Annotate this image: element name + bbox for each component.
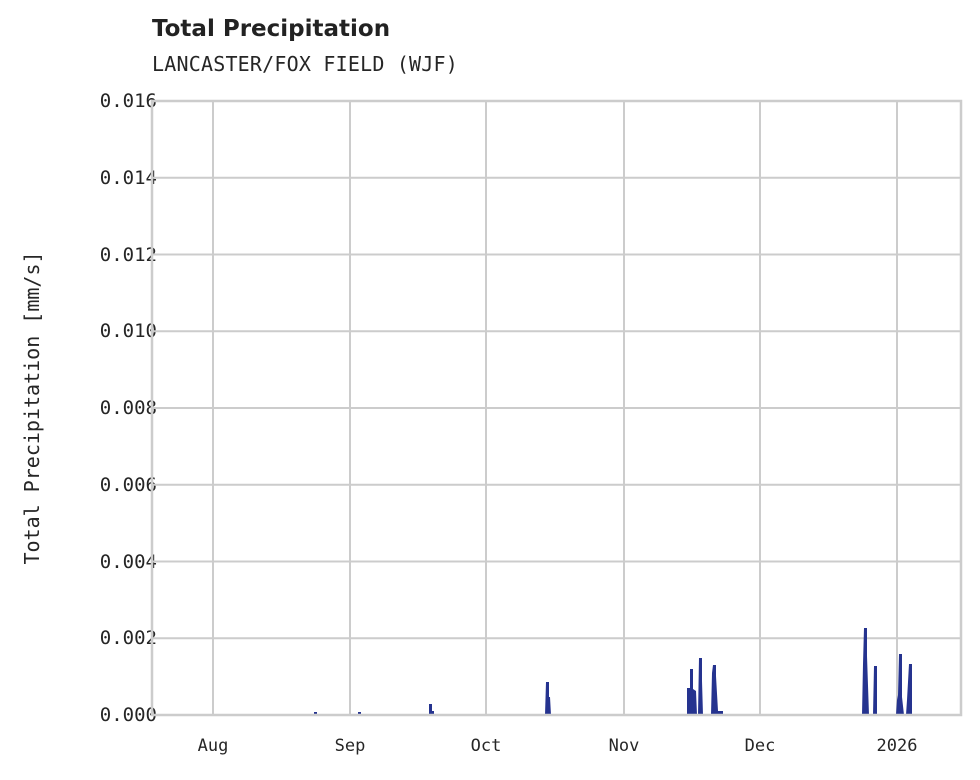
chart-subtitle: LANCASTER/FOX FIELD (WJF)	[152, 52, 459, 76]
y-tick-label: 0.014	[99, 166, 157, 189]
x-tick-label: Oct	[470, 736, 502, 756]
x-tick-label: Nov	[608, 736, 640, 756]
y-tick-label: 0.016	[99, 90, 157, 112]
y-tick-label: 0.008	[99, 397, 157, 419]
y-tick-label: 0.010	[99, 320, 157, 343]
x-tick-label: Sep	[334, 736, 366, 756]
y-tick-label: 0.002	[99, 627, 157, 650]
x-tick-label: 2026	[876, 736, 918, 756]
precipitation-series	[314, 628, 912, 715]
y-tick-label: 0.000	[99, 704, 157, 726]
chart-title: Total Precipitation	[152, 16, 391, 42]
gridlines	[152, 101, 961, 715]
y-tick-label: 0.006	[99, 473, 157, 496]
y-tick-label: 0.012	[99, 243, 157, 266]
x-tick-label: Dec	[744, 736, 776, 756]
plot-border	[150, 99, 963, 717]
y-tick-label: 0.004	[99, 550, 157, 573]
x-tick-label: Aug	[197, 736, 229, 756]
